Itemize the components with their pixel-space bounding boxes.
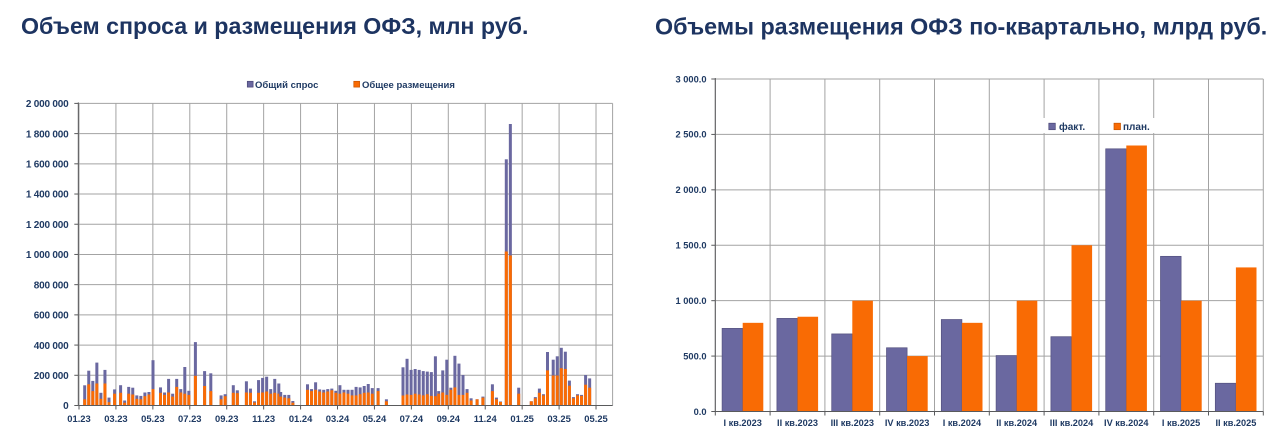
svg-text:1 800 000: 1 800 000 bbox=[26, 129, 69, 140]
svg-text:II кв.2023: II кв.2023 bbox=[777, 418, 818, 428]
svg-text:05.24: 05.24 bbox=[363, 413, 387, 424]
svg-text:II кв.2025: II кв.2025 bbox=[1215, 418, 1256, 428]
svg-text:0.0: 0.0 bbox=[694, 407, 707, 417]
svg-text:1 000.0: 1 000.0 bbox=[675, 296, 706, 306]
svg-text:факт.: факт. bbox=[1059, 121, 1085, 133]
svg-text:1 600 000: 1 600 000 bbox=[26, 160, 69, 171]
svg-text:I кв.2025: I кв.2025 bbox=[1162, 418, 1200, 428]
svg-text:2 500.0: 2 500.0 bbox=[675, 130, 706, 140]
svg-text:I кв.2024: I кв.2024 bbox=[943, 418, 982, 428]
svg-text:07.23: 07.23 bbox=[178, 413, 201, 424]
svg-text:Общее размещения: Общее размещения bbox=[362, 80, 455, 91]
svg-text:09.24: 09.24 bbox=[437, 413, 461, 424]
svg-text:план.: план. bbox=[1123, 122, 1150, 133]
svg-text:05.23: 05.23 bbox=[141, 413, 164, 424]
svg-text:03.25: 03.25 bbox=[547, 413, 570, 424]
svg-text:400 000: 400 000 bbox=[34, 341, 69, 352]
svg-text:I кв.2023: I кв.2023 bbox=[724, 418, 762, 428]
svg-text:Объемы размещения ОФЗ по-кварт: Объемы размещения ОФЗ по-квартально, млр… bbox=[655, 14, 1267, 40]
svg-text:600 000: 600 000 bbox=[34, 311, 69, 322]
svg-text:II кв.2024: II кв.2024 bbox=[996, 418, 1038, 428]
svg-text:200 000: 200 000 bbox=[34, 371, 69, 382]
svg-text:IV кв.2024: IV кв.2024 bbox=[1104, 418, 1149, 428]
svg-text:0: 0 bbox=[63, 401, 69, 412]
svg-text:03.23: 03.23 bbox=[104, 413, 127, 424]
svg-text:01.25: 01.25 bbox=[510, 413, 533, 424]
svg-text:2 000 000: 2 000 000 bbox=[26, 99, 69, 110]
svg-text:03.24: 03.24 bbox=[326, 413, 350, 424]
svg-text:1 200 000: 1 200 000 bbox=[26, 220, 69, 231]
svg-text:3 000.0: 3 000.0 bbox=[675, 74, 706, 84]
svg-text:09.23: 09.23 bbox=[215, 413, 238, 424]
svg-text:2 000.0: 2 000.0 bbox=[675, 185, 706, 195]
svg-text:01.23: 01.23 bbox=[67, 413, 90, 424]
svg-text:Объем спроса и размещения ОФЗ,: Объем спроса и размещения ОФЗ, млн руб. bbox=[21, 13, 528, 39]
svg-text:1 000 000: 1 000 000 bbox=[26, 250, 69, 261]
svg-text:1 400 000: 1 400 000 bbox=[26, 190, 69, 201]
svg-text:III кв.2023: III кв.2023 bbox=[831, 418, 874, 428]
svg-text:IV кв.2023: IV кв.2023 bbox=[885, 418, 929, 428]
svg-text:05.25: 05.25 bbox=[584, 413, 607, 424]
svg-text:800 000: 800 000 bbox=[34, 280, 69, 291]
svg-text:11.23: 11.23 bbox=[252, 413, 275, 424]
svg-text:01.24: 01.24 bbox=[289, 413, 313, 424]
svg-text:500.0: 500.0 bbox=[683, 351, 706, 361]
svg-text:07.24: 07.24 bbox=[400, 413, 424, 424]
svg-text:1 500.0: 1 500.0 bbox=[675, 241, 706, 251]
svg-text:Общий спрос: Общий спрос bbox=[255, 80, 318, 91]
svg-text:III кв.2024: III кв.2024 bbox=[1050, 418, 1094, 428]
svg-text:11.24: 11.24 bbox=[474, 413, 498, 424]
